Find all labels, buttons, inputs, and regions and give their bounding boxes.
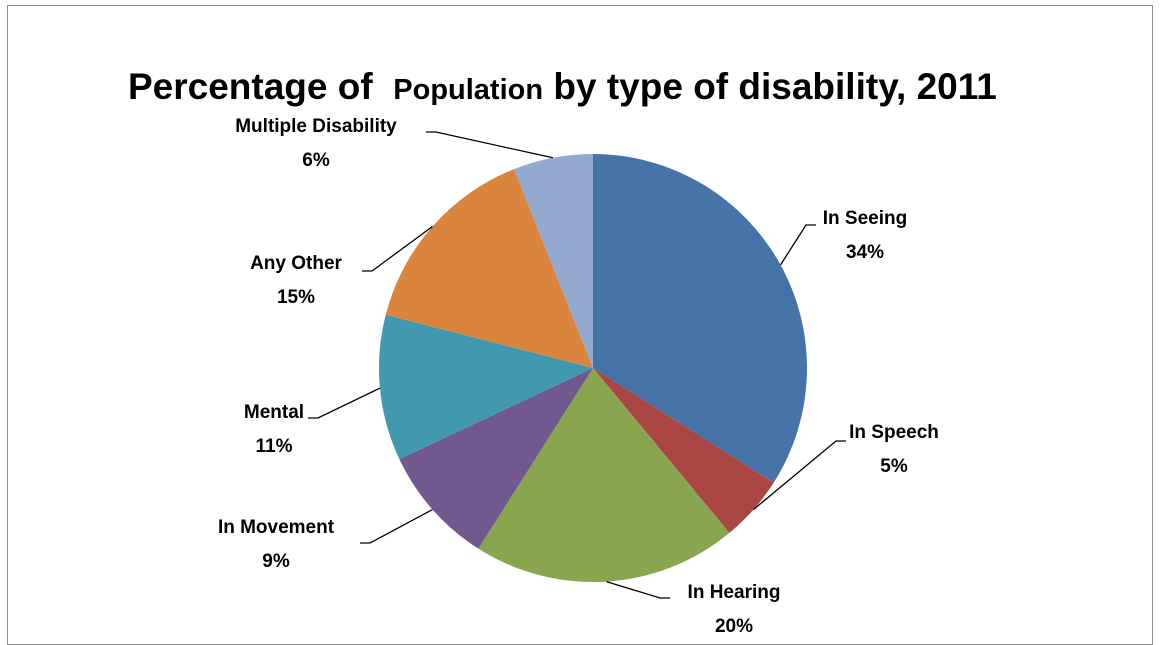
- leader-lines: [308, 131, 846, 599]
- pie-slice-in-hearing: [478, 368, 730, 582]
- data-label-name: In Movement: [218, 517, 335, 538]
- data-label-percent: 34%: [846, 242, 884, 263]
- pie-slice-multiple-disability: [514, 154, 593, 368]
- leader-line: [606, 580, 670, 599]
- leader-line: [308, 387, 381, 419]
- chart-frame: Percentage of Population by type of disa…: [7, 5, 1153, 645]
- leader-line: [779, 224, 816, 266]
- pie-slice-in-movement: [399, 368, 593, 549]
- data-label-name: Any Other: [250, 253, 342, 274]
- leader-line: [753, 440, 846, 511]
- pie-slice-in-speech: [593, 368, 774, 533]
- data-label-percent: 15%: [277, 287, 315, 308]
- data-label-percent: 6%: [302, 150, 330, 171]
- chart-title-part-1: Percentage of: [128, 66, 373, 107]
- pie-slice-mental: [379, 314, 593, 460]
- chart-title: Percentage of Population by type of disa…: [128, 66, 997, 108]
- data-labels: In Seeing 34% In Speech 5% In Hearing 20% In M…: [218, 116, 939, 637]
- chart-title-part-2: Population: [393, 74, 544, 106]
- data-label-name: In Seeing: [823, 208, 907, 229]
- leader-line: [426, 131, 554, 159]
- data-label-percent: 5%: [880, 456, 908, 477]
- pie-slice-in-seeing: [593, 154, 807, 483]
- data-label-percent: 11%: [256, 436, 293, 457]
- leader-line: [362, 225, 433, 272]
- pie-chart: In Seeing 34% In Speech 5% In Hearing 20% In M…: [218, 116, 939, 637]
- data-label-name: Mental: [244, 402, 304, 423]
- data-label-name: In Speech: [849, 422, 939, 443]
- pie-slice-any-other: [385, 169, 593, 368]
- data-label-percent: 9%: [262, 551, 290, 572]
- leader-line: [360, 508, 433, 544]
- data-label-name: In Hearing: [688, 582, 781, 603]
- chart-title-part-3: by type of disability, 2011: [553, 66, 997, 107]
- data-label-name: Multiple Disability: [235, 116, 397, 137]
- pie-slices: [379, 154, 807, 582]
- data-label-percent: 20%: [715, 616, 753, 637]
